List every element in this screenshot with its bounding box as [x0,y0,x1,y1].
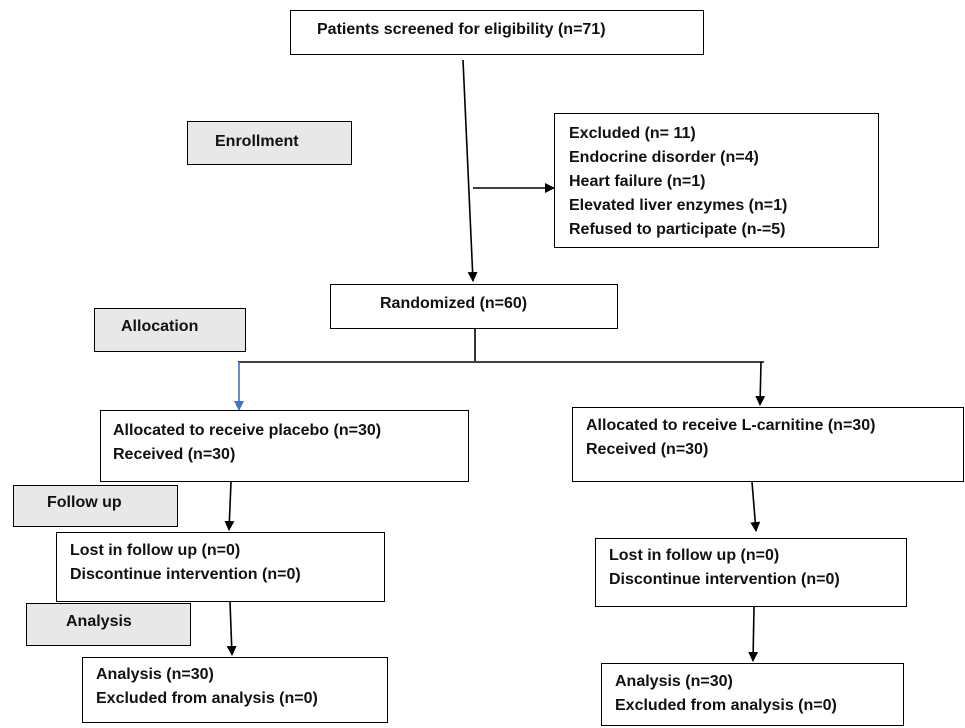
placebo-follow-up-box: Lost in follow up (n=0) Discontinue inte… [56,532,385,602]
placebo-allocated-box: Allocated to receive placebo (n=30) Rece… [100,410,469,482]
randomized-box: Randomized (n=60) [330,284,618,329]
carnitine-follow-up-box: Lost in follow up (n=0) Discontinue inte… [595,538,907,607]
excluded-total: Excluded (n= 11) [569,125,696,142]
excluded-reason: Heart failure (n=1) [569,173,706,190]
carnitine-analysis-box: Analysis (n=30) Excluded from analysis (… [601,663,904,726]
arrow-placebo-followup-to-analysis [226,601,237,656]
stage-label-enrollment: Enrollment [187,121,352,165]
stage-label-follow-up: Follow up [13,485,178,527]
excluded-box: Excluded (n= 11) Endocrine disorder (n=4… [554,113,879,248]
carnitine-allocated-box: Allocated to receive L-carnitine (n=30) … [572,407,964,482]
placebo-analysis-box: Analysis (n=30) Excluded from analysis (… [82,657,388,723]
arrow-split-to-carnitine [755,361,766,406]
arrow-carnitine-followup-to-analysis [748,606,759,662]
arrow-carnitine-to-followup [750,481,761,532]
screened-box: Patients screened for eligibility (n=71) [290,10,704,55]
stage-label-allocation: Allocation [94,308,246,352]
excluded-reason: Refused to participate (n-=5) [569,221,786,238]
excluded-reason: Elevated liver enzymes (n=1) [569,197,788,214]
arrow-screened-to-randomized [462,59,478,282]
arrow-placebo-to-followup [224,481,235,531]
excluded-reason: Endocrine disorder (n=4) [569,149,759,166]
stage-label-analysis: Analysis [26,603,191,646]
